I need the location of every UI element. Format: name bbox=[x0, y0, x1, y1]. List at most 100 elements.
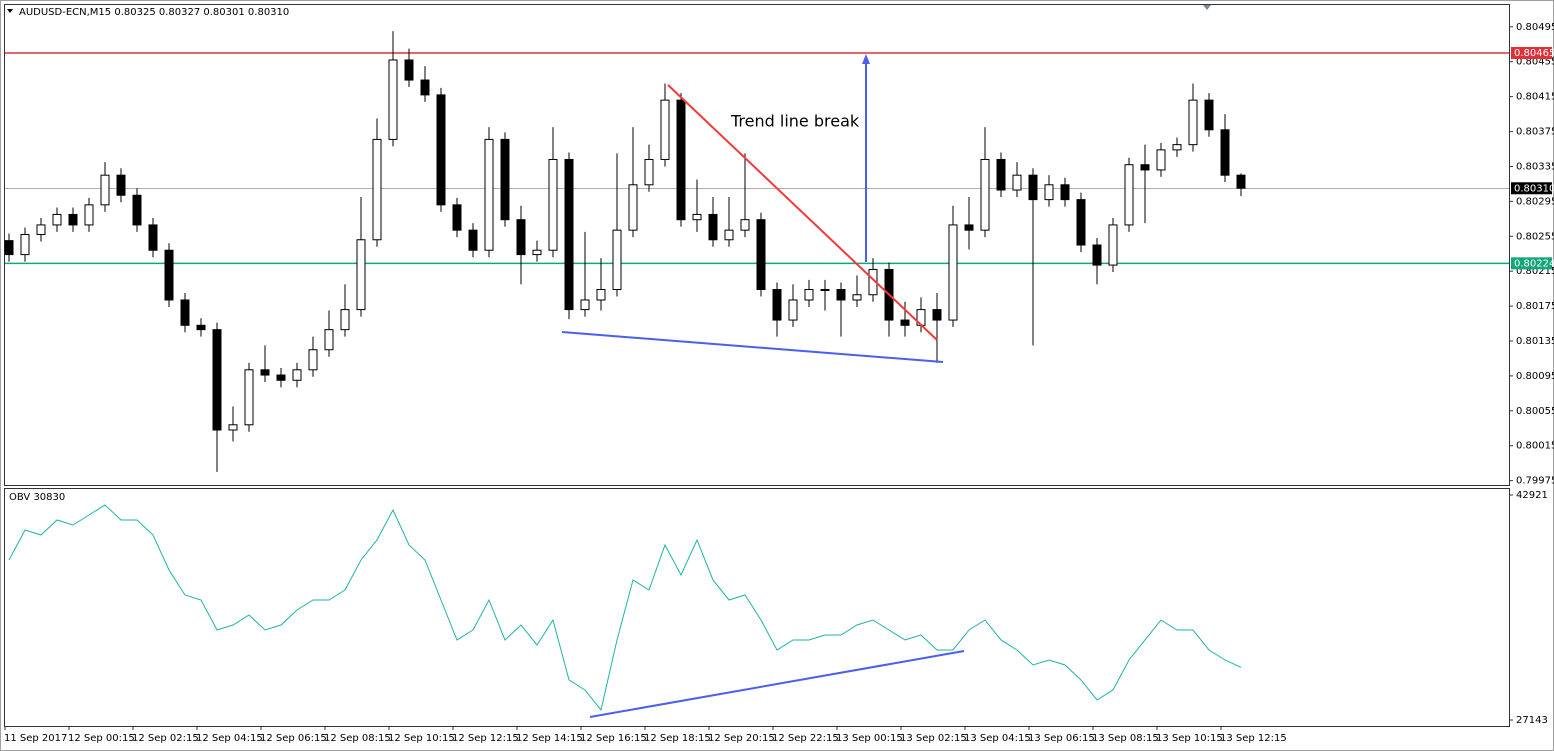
arrow-head bbox=[862, 54, 870, 64]
candle-body bbox=[436, 94, 446, 206]
x-tick-label: 12 Sep 18:15 bbox=[644, 733, 711, 744]
x-tick-label: 12 Sep 14:15 bbox=[516, 733, 583, 744]
candle-body bbox=[1172, 144, 1182, 151]
candle-body bbox=[964, 224, 974, 231]
y-tick-label: 0.79975 bbox=[1516, 476, 1554, 487]
candle-body bbox=[724, 229, 734, 241]
menu-arrow[interactable] bbox=[7, 9, 13, 13]
y-tick-label: 0.80415 bbox=[1516, 92, 1554, 103]
level-label-box bbox=[1511, 47, 1552, 59]
candle-body bbox=[580, 299, 590, 311]
candle-body bbox=[196, 324, 206, 331]
y-tick-label: 0.80015 bbox=[1516, 441, 1554, 452]
obv-line bbox=[8, 504, 1242, 712]
candle-body bbox=[244, 369, 254, 426]
candle-body bbox=[548, 158, 558, 251]
candle-body bbox=[292, 369, 302, 381]
candle-body bbox=[1092, 244, 1102, 266]
plot: 0.80495 0.80455 0.80415 0.80375 0.80335 0.802… bbox=[4, 22, 1554, 744]
candle-body bbox=[308, 349, 318, 371]
candle-body bbox=[900, 319, 910, 326]
level-label-box bbox=[1511, 182, 1552, 195]
candle-body bbox=[404, 59, 414, 81]
level-label: 0.80310 bbox=[1514, 183, 1554, 194]
candle-body bbox=[996, 158, 1006, 191]
x-tick-label: 13 Sep 04:15 bbox=[964, 733, 1031, 744]
x-tick-label: 12 Sep 08:15 bbox=[324, 733, 391, 744]
candle-body bbox=[36, 224, 46, 236]
candle-body bbox=[772, 289, 782, 321]
candle-body bbox=[660, 99, 670, 160]
candle-body bbox=[1012, 174, 1022, 191]
y-tick-label: 0.80455 bbox=[1516, 57, 1554, 68]
candle-body bbox=[676, 99, 686, 221]
x-tick-label: 13 Sep 02:15 bbox=[900, 733, 967, 744]
obv-header: OBV 30830 bbox=[9, 492, 65, 503]
obv-trend-line bbox=[589, 650, 965, 718]
x-tick-label: 13 Sep 06:15 bbox=[1028, 733, 1095, 744]
candle-body bbox=[228, 424, 238, 431]
candle-body bbox=[148, 224, 158, 251]
x-tick-label: 13 Sep 10:15 bbox=[1156, 733, 1223, 744]
y-tick-label: 0.80255 bbox=[1516, 231, 1554, 242]
candle-body bbox=[1204, 99, 1214, 131]
candle-body bbox=[324, 329, 334, 351]
y-tick-label: 0.80055 bbox=[1516, 406, 1554, 417]
annotation: Trend line break bbox=[730, 112, 860, 131]
candle-body bbox=[932, 309, 942, 321]
candle-body bbox=[644, 158, 654, 186]
candle-body bbox=[356, 239, 366, 311]
candle-body bbox=[788, 299, 798, 321]
candle-body bbox=[628, 184, 638, 231]
x-tick-label: 13 Sep 00:15 bbox=[836, 733, 903, 744]
level-label: 0.80224 bbox=[1514, 258, 1554, 269]
x-tick-label: 12 Sep 02:15 bbox=[132, 733, 199, 744]
candle-body bbox=[180, 299, 190, 326]
candle-body bbox=[1044, 184, 1054, 201]
level-label: 0.80465 bbox=[1514, 48, 1554, 59]
y-tick-label: 0.80375 bbox=[1516, 127, 1554, 138]
candle-body bbox=[420, 79, 430, 96]
y-tick-label: 0.80215 bbox=[1516, 266, 1554, 277]
x-tick-label: 12 Sep 12:15 bbox=[452, 733, 519, 744]
candle-body bbox=[372, 138, 382, 241]
y-tick-label: 0.80295 bbox=[1516, 196, 1554, 207]
y-tick-label: 0.80335 bbox=[1516, 161, 1554, 172]
candle-body bbox=[132, 194, 142, 226]
candle-body bbox=[276, 374, 286, 381]
candle-body bbox=[260, 369, 270, 376]
level-label-box bbox=[1511, 257, 1552, 270]
candle-body bbox=[1076, 199, 1086, 246]
candle-body bbox=[116, 174, 126, 196]
support-line bbox=[561, 331, 944, 363]
x-tick-label: 13 Sep 12:15 bbox=[1220, 733, 1287, 744]
candle-body bbox=[500, 138, 510, 221]
x-tick-label: 11 Sep 2017 bbox=[4, 733, 67, 744]
candle-body bbox=[948, 224, 958, 321]
candle-body bbox=[68, 213, 78, 226]
candle-body bbox=[84, 204, 94, 226]
candle-body bbox=[820, 289, 830, 292]
candle-body bbox=[980, 158, 990, 231]
candle-body bbox=[468, 229, 478, 251]
trend-line bbox=[667, 84, 938, 341]
candle-body bbox=[708, 213, 718, 241]
x-tick-label: 12 Sep 16:15 bbox=[580, 733, 647, 744]
candle-body bbox=[516, 219, 526, 256]
candle-body bbox=[804, 289, 814, 301]
candle-body bbox=[756, 219, 766, 291]
y-tick-label: 0.80135 bbox=[1516, 336, 1554, 347]
candle-body bbox=[4, 240, 14, 256]
candle-body bbox=[340, 309, 350, 331]
obv-panel bbox=[4, 488, 1510, 727]
y-tick-label: 27143 bbox=[1516, 715, 1548, 726]
candle-body bbox=[1108, 224, 1118, 266]
candle-body bbox=[596, 289, 606, 301]
candle-body bbox=[388, 59, 398, 140]
y-tick-label: 0.80095 bbox=[1516, 371, 1554, 382]
candle-body bbox=[532, 249, 542, 256]
x-tick-label: 12 Sep 20:15 bbox=[708, 733, 775, 744]
